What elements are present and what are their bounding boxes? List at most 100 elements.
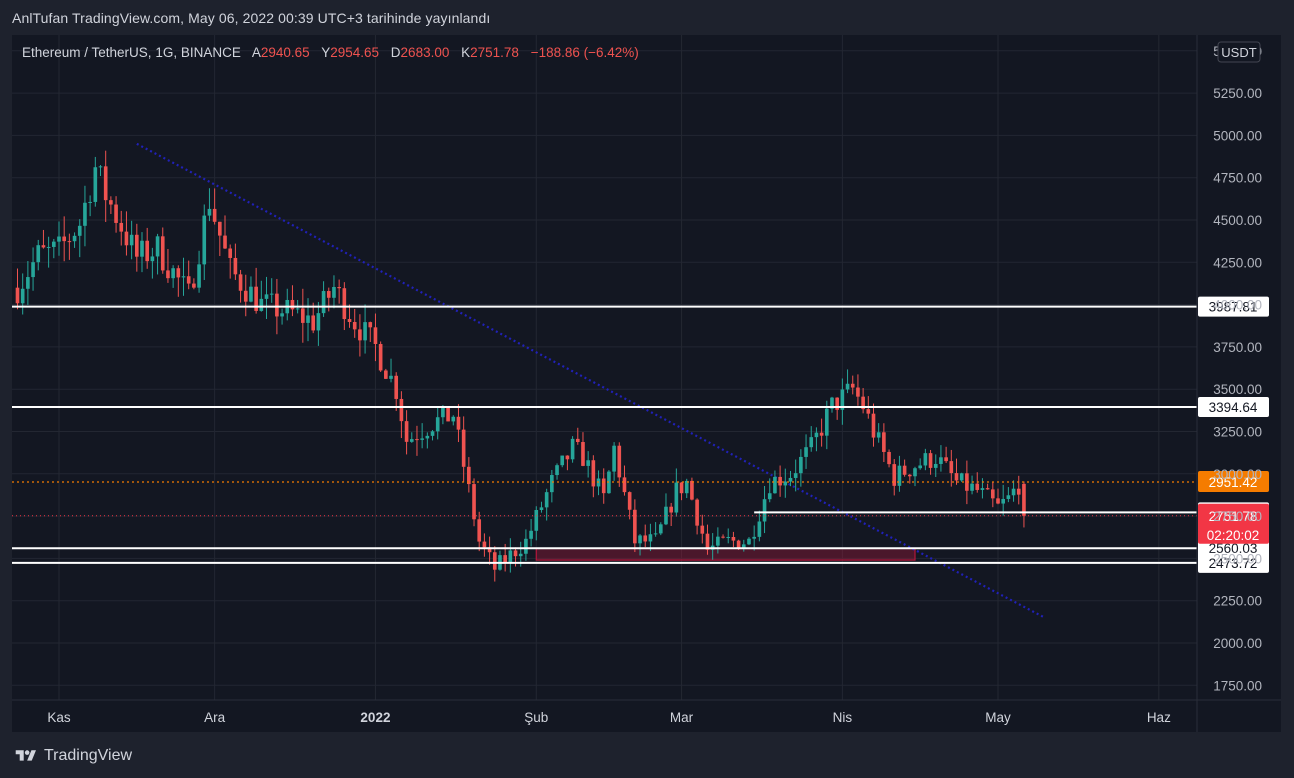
support-zone (535, 547, 916, 561)
currency-badge-box (1217, 41, 1261, 63)
candle (570, 436, 575, 463)
candle (280, 308, 284, 325)
candle (633, 499, 637, 553)
candle-body (36, 245, 41, 263)
legend-high-key: Y (321, 45, 331, 60)
candle-body (638, 535, 642, 544)
candle-body (887, 451, 891, 465)
candle-body (503, 555, 507, 563)
candle-body (72, 235, 77, 242)
candle-body (824, 408, 829, 436)
candle-body (280, 313, 284, 317)
candle-body (690, 480, 694, 500)
candle (778, 465, 782, 497)
candle (695, 498, 699, 535)
time-tick-label: Şub (524, 710, 548, 725)
candle-body (415, 439, 419, 441)
candle-body (601, 478, 606, 494)
candle (1011, 480, 1016, 502)
candle (949, 449, 954, 487)
candle-body (866, 409, 871, 414)
candle-body (461, 429, 466, 467)
candle (824, 400, 829, 450)
candle (389, 358, 393, 383)
candle (358, 314, 362, 357)
candle (456, 404, 461, 443)
candle (954, 458, 959, 485)
price-tick-label: 2500.00 (1213, 551, 1262, 566)
candle-body (451, 416, 456, 422)
currency-badge[interactable]: USDT (1217, 41, 1261, 63)
candle (150, 247, 155, 279)
tradingview-brand[interactable]: TradingView (13, 747, 132, 765)
candle (347, 304, 352, 328)
candle (990, 482, 995, 508)
candle-body (98, 166, 103, 168)
candle (171, 265, 175, 288)
candle-body (731, 536, 736, 541)
candle (996, 488, 1000, 505)
candle (41, 229, 46, 249)
price-tick-label: 5250.00 (1213, 86, 1262, 101)
candle-body (721, 536, 725, 538)
chart-frame[interactable] (12, 35, 1281, 732)
candle (534, 506, 539, 541)
candle (119, 210, 124, 246)
candle-body (492, 552, 497, 570)
candle (409, 432, 414, 443)
alert-price-box (1198, 471, 1269, 493)
candle-body (944, 457, 948, 462)
candle-body (135, 234, 139, 257)
candle-body (902, 465, 907, 475)
candle-body (119, 222, 124, 232)
candle-body (830, 397, 834, 409)
candle (487, 536, 492, 565)
candle-body (295, 308, 300, 310)
candle-body (197, 264, 201, 288)
price-tick-label: 1750.00 (1213, 678, 1262, 693)
candle (321, 281, 326, 317)
candle (845, 369, 850, 394)
candle (887, 449, 891, 468)
candle (933, 454, 938, 477)
candle-body (233, 257, 238, 275)
candle-body (1006, 495, 1011, 499)
candle-body (959, 473, 964, 481)
candle-body (990, 489, 995, 499)
candle-body (965, 473, 969, 491)
candle (1006, 487, 1011, 503)
candle-body (1022, 483, 1026, 516)
candle (192, 278, 196, 290)
candle-body (306, 315, 310, 323)
candle (643, 524, 648, 548)
candle-body (861, 396, 865, 410)
candle-body (311, 315, 316, 331)
candle (477, 511, 482, 552)
candle-body (575, 438, 580, 443)
candle (544, 488, 549, 521)
candle-body (700, 525, 705, 534)
candle (269, 278, 274, 303)
candle-body (389, 375, 393, 379)
candle-body (970, 483, 974, 491)
candle-body (202, 215, 207, 265)
candle-body (171, 268, 175, 279)
candle (892, 459, 897, 496)
candle-body (88, 201, 92, 203)
candle (539, 501, 544, 513)
candle (965, 460, 969, 505)
candle (830, 396, 834, 413)
candle-body (41, 245, 46, 248)
candle-body (62, 236, 67, 242)
candle-body (186, 276, 191, 284)
candle-body (321, 291, 326, 314)
candle (508, 538, 513, 573)
candle (648, 523, 653, 552)
candle (451, 415, 456, 426)
candle-body (446, 406, 450, 422)
candle-body (399, 398, 404, 422)
candle-body (892, 464, 897, 486)
candle (218, 221, 222, 257)
candle (555, 463, 559, 480)
